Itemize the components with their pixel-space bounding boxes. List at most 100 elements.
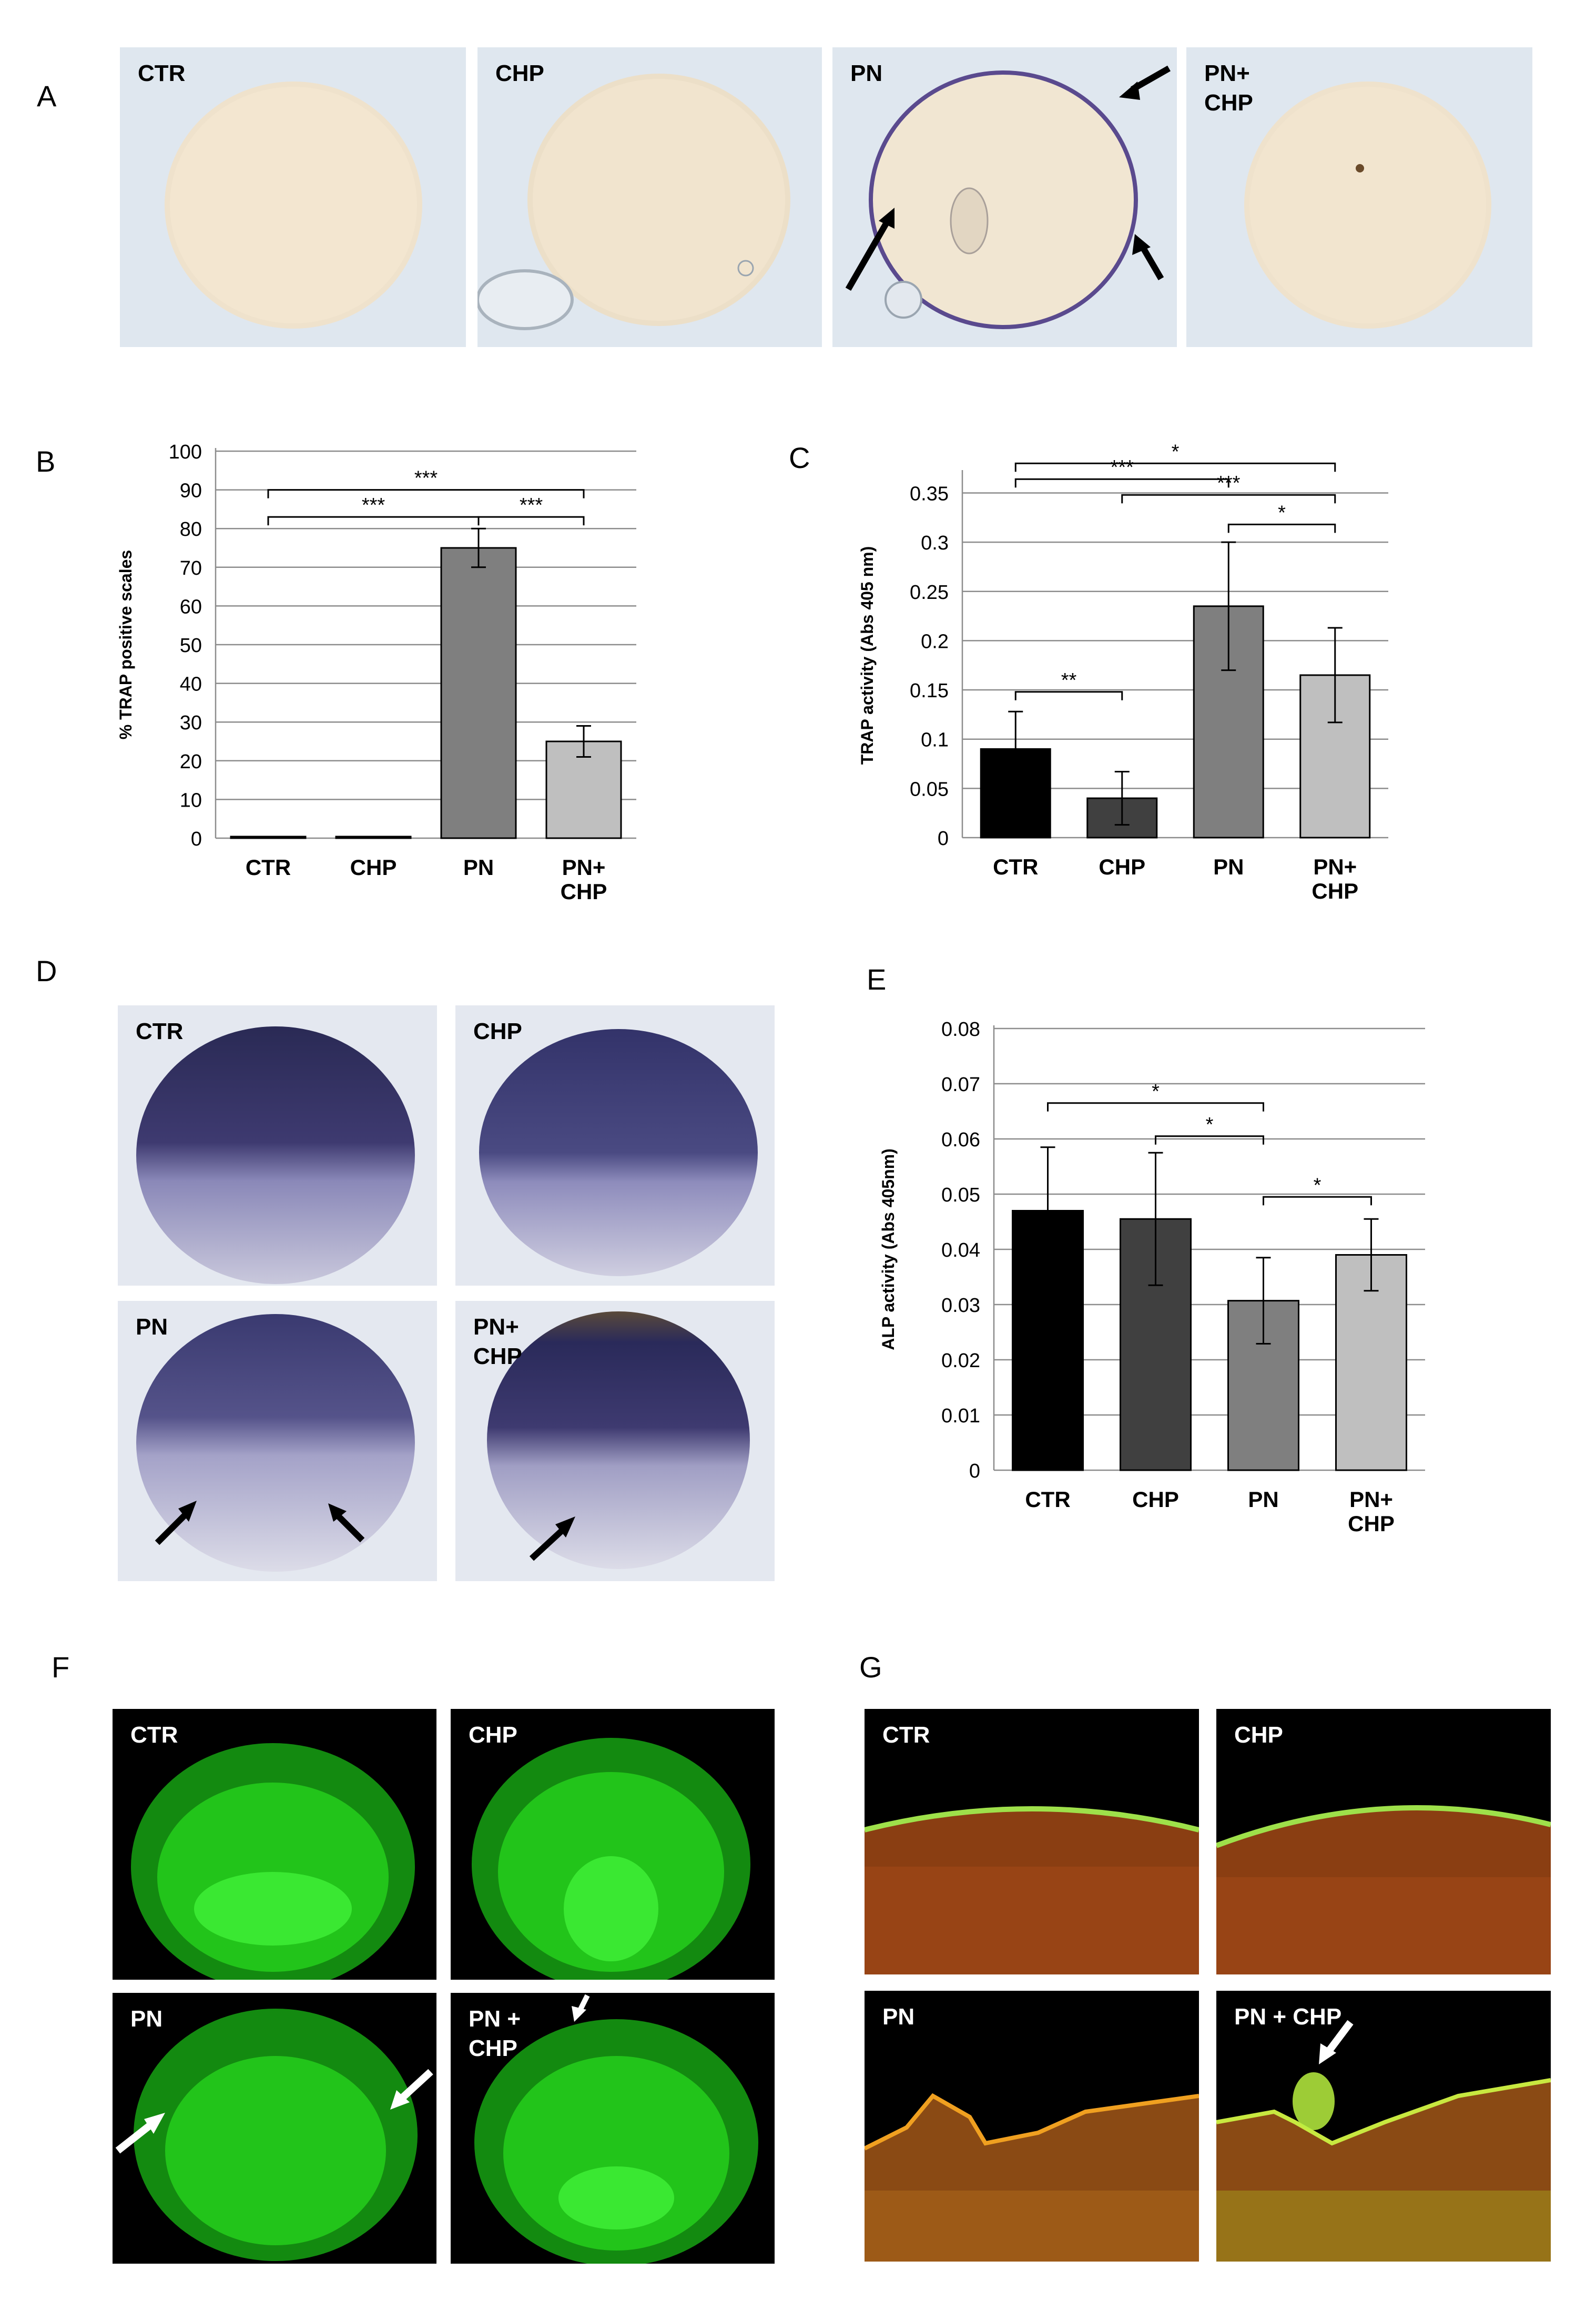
tile-label: PN+ CHP — [1204, 60, 1253, 116]
significance-bracket — [1263, 1196, 1372, 1206]
y-tick-label: 0.04 — [941, 1239, 980, 1261]
y-tick-label: 0.25 — [910, 582, 949, 604]
panel-a-image-ctr: CTR — [120, 47, 466, 347]
y-tick-label: 0.35 — [910, 483, 949, 505]
tile-label: CHP — [473, 1019, 522, 1044]
category-label: PN+ — [562, 855, 606, 880]
significance-label: *** — [520, 494, 543, 516]
significance-label: * — [1278, 502, 1286, 524]
panel-g-image-chp: CHP — [1216, 1709, 1551, 1974]
panel-letter-b: B — [36, 445, 56, 478]
y-tick-label: 70 — [180, 557, 202, 579]
y-tick-label: 60 — [180, 596, 202, 618]
category-label: PN+ — [1349, 1487, 1393, 1512]
y-tick-label: 90 — [180, 480, 202, 502]
y-tick-label: 0 — [938, 828, 949, 850]
panel-d-image-pn-chp: PN+ CHP — [455, 1301, 775, 1581]
y-tick-label: 0 — [191, 828, 202, 850]
panel-g-image-ctr: CTR — [865, 1709, 1199, 1974]
y-tick-label: 0.06 — [941, 1129, 980, 1151]
significance-bracket — [1047, 1102, 1264, 1112]
category-label: CHP — [1099, 854, 1145, 879]
significance-bracket — [1014, 691, 1123, 700]
y-tick-label: 30 — [180, 712, 202, 734]
panel-d-image-pn: PN — [118, 1301, 437, 1581]
tile-label: PN + CHP — [1234, 2004, 1342, 2030]
significance-label: * — [1152, 1081, 1160, 1103]
panel-letter-g: G — [859, 1651, 882, 1684]
y-tick-label: 0.01 — [941, 1405, 980, 1427]
y-tick-label: 0.05 — [941, 1184, 980, 1206]
y-tick-label: 0.08 — [941, 1019, 980, 1041]
bar — [335, 836, 412, 839]
panel-f-image-pn: PN — [113, 1993, 436, 2264]
category-label: CTR — [993, 854, 1038, 879]
panel-g-image-pn: PN — [865, 1991, 1199, 2262]
y-axis-label: ALP activity (Abs 405nm) — [879, 1148, 898, 1350]
significance-label: * — [1206, 1114, 1214, 1136]
panel-f-image-pn-chp: PN + CHP — [451, 1993, 775, 2264]
y-tick-label: 0 — [969, 1460, 980, 1482]
y-tick-label: 0.07 — [941, 1074, 980, 1096]
y-tick-label: 40 — [180, 674, 202, 696]
y-tick-label: 100 — [169, 441, 202, 463]
bar — [440, 547, 517, 839]
chart-c: 0 0.05 0.1 0.15 0.2 0.25 0.3 0.35 CTR CHP PN PN+ CHP… — [852, 410, 1430, 925]
y-tick-label: 0.1 — [921, 729, 949, 751]
y-axis-label: TRAP activity (Abs 405 nm) — [858, 546, 877, 765]
category-label: CHP — [1132, 1487, 1179, 1512]
y-tick-label: 0.05 — [910, 778, 949, 800]
y-tick-label: 0.15 — [910, 680, 949, 702]
panel-g-image-pn-chp: PN + CHP — [1216, 1991, 1551, 2262]
category-label: PN — [463, 855, 494, 880]
tile-label: CHP — [495, 60, 544, 86]
panel-letter-f: F — [52, 1651, 70, 1684]
significance-bracket — [1121, 494, 1336, 504]
category-label: CHP — [350, 855, 397, 880]
y-tick-label: 80 — [180, 518, 202, 541]
significance-bracket — [267, 516, 480, 526]
y-tick-label: 0.2 — [921, 630, 949, 653]
category-label: CHP — [1312, 879, 1358, 903]
tile-label: PN — [882, 2004, 915, 2030]
panel-letter-d: D — [36, 954, 57, 987]
panel-a-image-chp: CHP — [477, 47, 822, 347]
significance-label: *** — [414, 467, 438, 490]
panel-letter-c: C — [789, 441, 810, 474]
tile-label: CTR — [138, 60, 186, 86]
category-label: CHP — [561, 879, 607, 904]
chart-b: 0 10 20 30 40 50 60 70 80 90 100 CTR CHP PN PN+ CHP% TR… — [110, 431, 647, 925]
category-label: PN — [1248, 1487, 1278, 1512]
tile-label: PN — [136, 1314, 168, 1340]
tile-label: PN + CHP — [469, 2006, 521, 2061]
panel-d-image-chp: CHP — [455, 1005, 775, 1286]
significance-bracket — [477, 516, 585, 526]
panel-f-image-ctr: CTR — [113, 1709, 436, 1980]
significance-bracket — [267, 489, 585, 498]
significance-bracket — [1155, 1135, 1264, 1145]
y-axis-label: % TRAP positive scales — [116, 550, 135, 739]
tile-label: PN — [850, 60, 883, 86]
tile-label: PN — [130, 2006, 163, 2032]
significance-label: *** — [362, 494, 385, 516]
tile-label: CTR — [882, 1722, 930, 1748]
significance-bracket — [1227, 523, 1336, 533]
tile-label: CHP — [469, 1722, 517, 1748]
y-tick-label: 0.03 — [941, 1295, 980, 1317]
significance-bracket — [1014, 478, 1229, 488]
y-tick-label: 10 — [180, 789, 202, 811]
significance-label: ** — [1061, 669, 1077, 691]
category-label: CHP — [1348, 1511, 1395, 1536]
significance-label: * — [1314, 1174, 1321, 1196]
category-label: CTR — [246, 855, 291, 880]
tile-label: PN+ CHP — [473, 1314, 522, 1369]
panel-a-image-pn-chp: PN+ CHP — [1186, 47, 1532, 347]
tile-label: CHP — [1234, 1722, 1283, 1748]
category-label: PN+ — [1313, 854, 1357, 879]
category-label: PN — [1213, 854, 1244, 879]
y-tick-label: 50 — [180, 635, 202, 657]
panel-f-image-chp: CHP — [451, 1709, 775, 1980]
